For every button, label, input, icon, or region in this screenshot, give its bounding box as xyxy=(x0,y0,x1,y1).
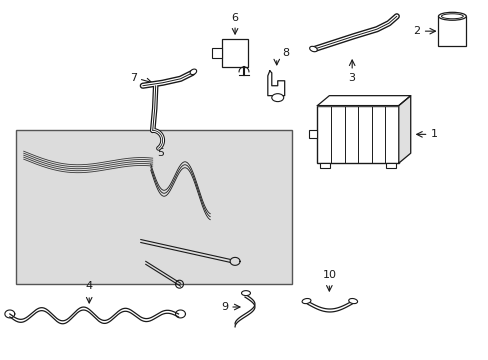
Ellipse shape xyxy=(241,291,250,296)
Ellipse shape xyxy=(348,298,357,303)
Ellipse shape xyxy=(302,298,310,303)
Text: 5: 5 xyxy=(157,148,164,158)
Text: 4: 4 xyxy=(85,281,93,291)
Ellipse shape xyxy=(441,14,462,19)
Ellipse shape xyxy=(271,94,283,102)
Ellipse shape xyxy=(438,12,466,20)
Text: 3: 3 xyxy=(348,73,355,83)
Text: 1: 1 xyxy=(429,129,437,139)
Bar xyxy=(16,130,291,284)
Ellipse shape xyxy=(309,46,317,52)
Text: 7: 7 xyxy=(129,73,137,83)
Bar xyxy=(385,163,395,168)
Bar xyxy=(222,39,247,67)
Bar xyxy=(438,16,466,46)
Text: 9: 9 xyxy=(221,302,228,312)
Polygon shape xyxy=(398,96,410,163)
Text: 6: 6 xyxy=(231,13,238,23)
Text: 8: 8 xyxy=(282,48,289,58)
Bar xyxy=(317,105,398,163)
Polygon shape xyxy=(267,71,284,96)
Text: 2: 2 xyxy=(413,26,420,36)
Bar xyxy=(309,130,317,138)
Bar xyxy=(212,48,222,58)
Ellipse shape xyxy=(190,69,196,75)
Text: 10: 10 xyxy=(322,270,336,280)
Polygon shape xyxy=(317,96,410,105)
Bar xyxy=(320,163,330,168)
